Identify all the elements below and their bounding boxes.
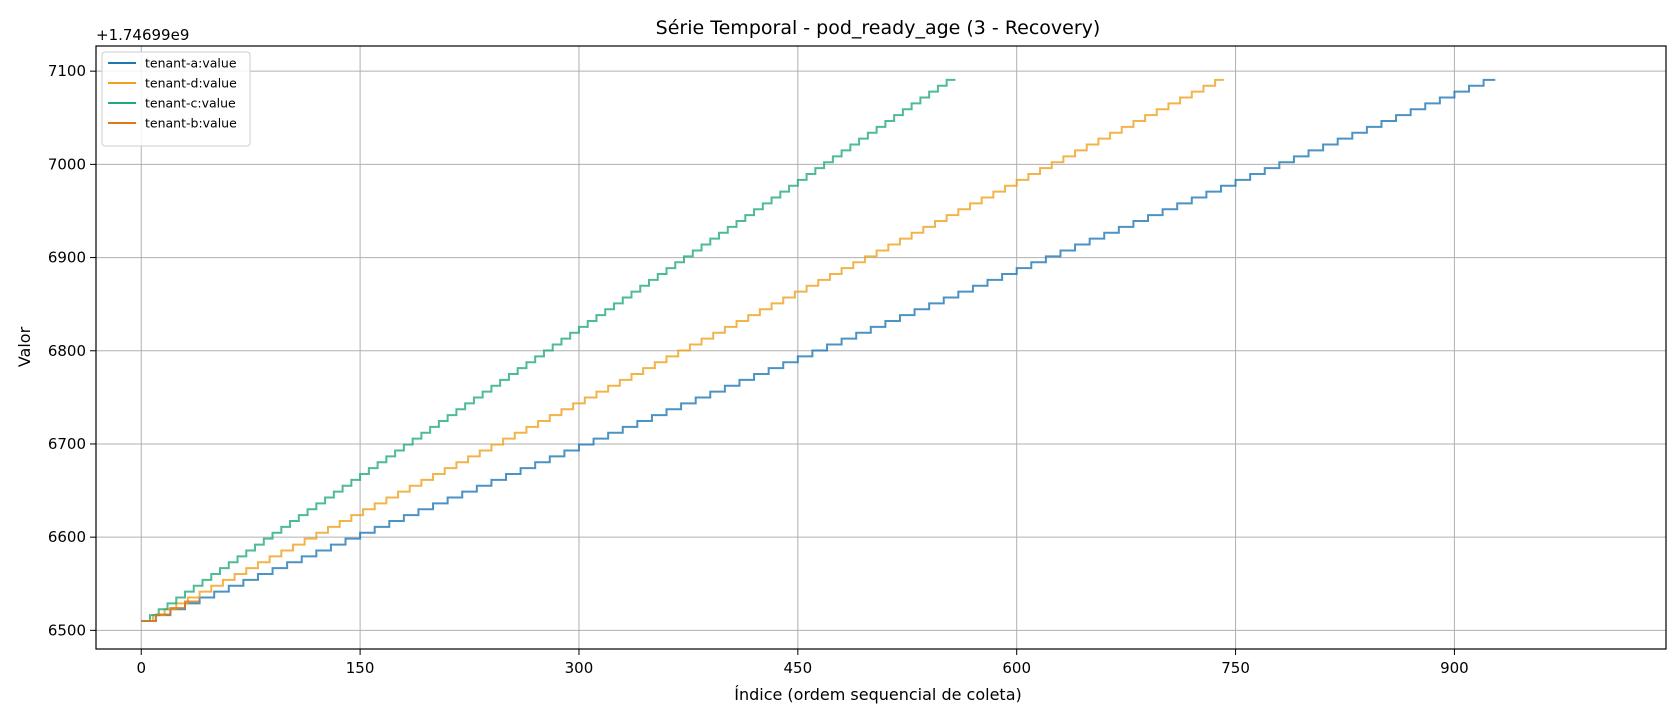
x-tick-label: 300: [565, 659, 594, 677]
series-line-0: [141, 78, 1496, 623]
y-tick-label: 6500: [48, 621, 86, 639]
x-tick-label: 900: [1440, 659, 1469, 677]
y-axis-label: Valor: [15, 326, 34, 367]
legend-frame: [101, 51, 251, 147]
y-tick-label: 6700: [48, 435, 86, 453]
legend-label: tenant-b:value: [145, 116, 237, 131]
y-tick-label: 6800: [48, 342, 86, 360]
plot-frame: [95, 45, 1667, 650]
legend-label: tenant-a:value: [145, 56, 237, 71]
x-axis-label: Índice (ordem sequencial de coleta): [734, 685, 1022, 704]
x-tick-label: 600: [1002, 659, 1031, 677]
y-tick-label: 7000: [48, 155, 86, 173]
grid: [96, 46, 1666, 649]
y-tick-label: 7100: [48, 62, 86, 80]
y-tick-label: 6600: [48, 528, 86, 546]
x-ticks: 0 150 300 450 600 750 900: [136, 649, 1469, 677]
series-group: [141, 78, 1496, 623]
legend-label: tenant-d:value: [145, 76, 237, 91]
chart-title: Série Temporal - pod_ready_age (3 - Reco…: [656, 17, 1101, 39]
series-line-2: [141, 78, 956, 623]
y-offset-text: +1.74699e9: [96, 26, 189, 44]
legend: tenant-a:value tenant-d:value tenant-c:val…: [101, 51, 251, 147]
x-tick-label: 150: [346, 659, 375, 677]
y-ticks: 6500 6600 6700 6800 6900 7000 7100: [48, 62, 96, 639]
legend-label: tenant-c:value: [145, 96, 236, 111]
series-line-1: [141, 78, 1224, 623]
x-tick-label: 0: [136, 659, 146, 677]
x-tick-label: 450: [784, 659, 813, 677]
y-tick-label: 6900: [48, 249, 86, 267]
x-tick-label: 750: [1221, 659, 1250, 677]
series-line-3: [141, 600, 200, 623]
